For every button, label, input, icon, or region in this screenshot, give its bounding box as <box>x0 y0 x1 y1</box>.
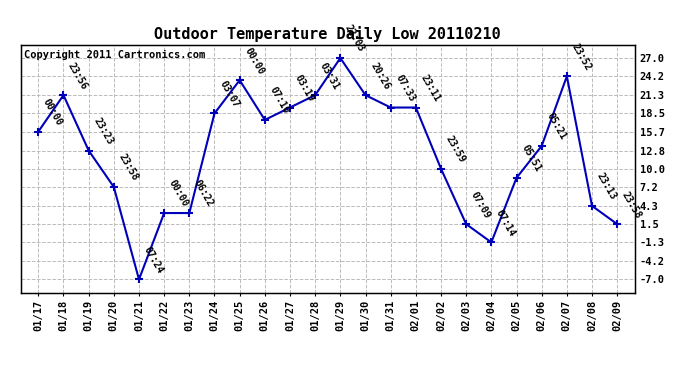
Text: 23:58: 23:58 <box>620 189 643 220</box>
Text: 07:24: 07:24 <box>141 245 165 275</box>
Text: 00:00: 00:00 <box>167 178 190 209</box>
Text: 03:31: 03:31 <box>318 60 342 91</box>
Text: 23:59: 23:59 <box>444 134 467 165</box>
Text: 03:19: 03:19 <box>293 73 316 104</box>
Text: 22:03: 22:03 <box>343 23 366 54</box>
Text: 23:23: 23:23 <box>92 116 115 146</box>
Text: 07:10: 07:10 <box>268 85 291 116</box>
Text: 07:09: 07:09 <box>469 189 492 220</box>
Text: 23:11: 23:11 <box>419 73 442 104</box>
Text: 00:00: 00:00 <box>41 97 64 128</box>
Text: 20:26: 20:26 <box>368 60 392 91</box>
Text: 23:58: 23:58 <box>117 152 140 183</box>
Text: 07:33: 07:33 <box>393 73 417 104</box>
Title: Outdoor Temperature Daily Low 20110210: Outdoor Temperature Daily Low 20110210 <box>155 27 501 42</box>
Text: 07:14: 07:14 <box>494 208 518 238</box>
Text: 05:51: 05:51 <box>520 143 542 174</box>
Text: Copyright 2011 Cartronics.com: Copyright 2011 Cartronics.com <box>23 50 205 60</box>
Text: 23:56: 23:56 <box>66 60 90 91</box>
Text: 05:21: 05:21 <box>544 111 568 142</box>
Text: 06:22: 06:22 <box>192 178 215 209</box>
Text: 03:07: 03:07 <box>217 79 241 109</box>
Text: 23:13: 23:13 <box>595 171 618 202</box>
Text: 23:52: 23:52 <box>570 42 593 72</box>
Text: 00:00: 00:00 <box>242 46 266 76</box>
